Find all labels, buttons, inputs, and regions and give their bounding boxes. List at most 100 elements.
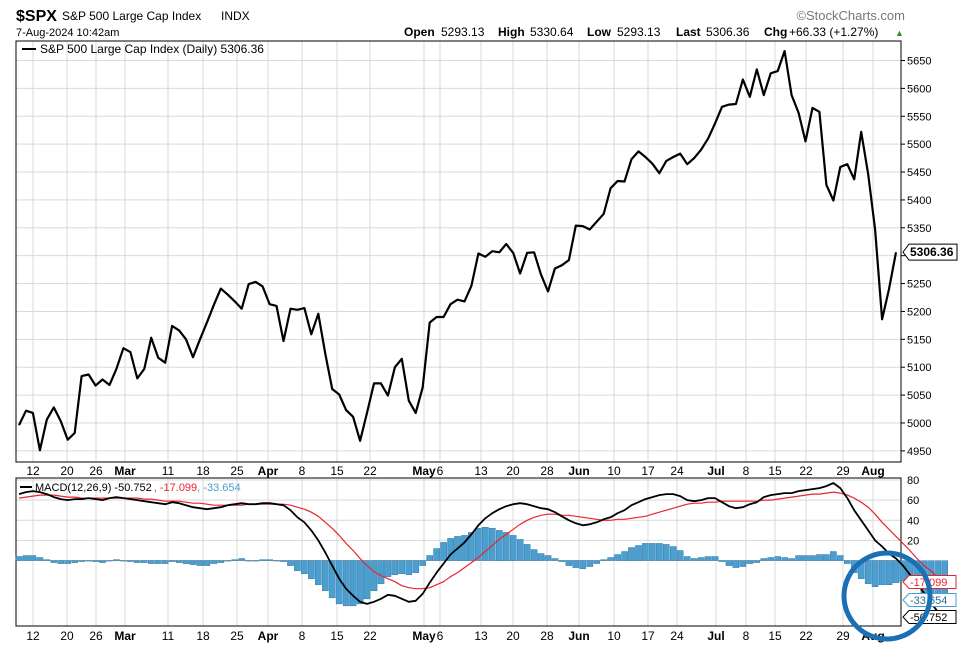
macd-xtick-label: 6 [437, 629, 444, 643]
histogram-bar [642, 543, 649, 561]
macd-panel-frame [15, 477, 902, 627]
histogram-bar [774, 556, 781, 561]
price-ytick-label: 5500 [907, 139, 931, 151]
histogram-bar [280, 560, 287, 562]
histogram-bar [391, 560, 399, 575]
histogram-bar [370, 560, 378, 591]
price-ytick-label: 4950 [907, 446, 931, 458]
histogram-bar [683, 556, 691, 561]
price-xtick-label: May [412, 464, 436, 478]
histogram-bar [885, 560, 893, 585]
histogram-bar [217, 560, 225, 563]
macd-x-axis: 12 20 26 Mar 11 18 25 Apr 8 15 22 May 6 13 20 28 Jun 10 17… [26, 629, 884, 643]
histogram-bar [50, 560, 58, 563]
histogram-bar [210, 560, 218, 564]
macd-ytick-label: 20 [907, 535, 919, 547]
histogram-bar [377, 560, 385, 584]
histogram-bar [788, 558, 795, 561]
price-xtick-label: 22 [363, 464, 377, 478]
histogram-bar [739, 560, 747, 567]
price-xtick-label: 11 [162, 464, 175, 478]
macd-ytick-label: 40 [907, 515, 919, 527]
histogram-bar [823, 554, 830, 561]
histogram-bar [544, 555, 552, 561]
histogram-bar [363, 560, 371, 600]
macd-legend-signal: , -17.099 [154, 482, 197, 494]
macd-xtick-label: 10 [607, 629, 621, 643]
macd-ytick-label: 80 [907, 475, 919, 487]
quote-bar: Open 5293.13 High 5330.64 Low 5293.13 La… [404, 25, 904, 39]
macd-xtick-label: 18 [196, 629, 210, 643]
exchange: INDX [221, 9, 250, 23]
histogram-bar [113, 559, 120, 561]
price-xtick-label: 24 [670, 464, 684, 478]
price-xtick-label: 29 [836, 464, 850, 478]
histogram-bar [732, 560, 740, 568]
price-xtick-label: Aug [861, 464, 884, 478]
macd-xtick-label: 28 [540, 629, 554, 643]
histogram-bar [120, 560, 127, 562]
price-ytick-label: 5250 [907, 279, 931, 291]
histogram-bar [384, 560, 392, 577]
histogram-bar [85, 560, 92, 562]
macd-xtick-label: 13 [474, 629, 488, 643]
price-xtick-label: Jun [568, 464, 589, 478]
histogram-bar [224, 560, 232, 562]
macd-xtick-label: 22 [799, 629, 813, 643]
histogram-bar [342, 560, 350, 607]
price-xtick-label: 22 [799, 464, 813, 478]
price-xtick-label: 10 [607, 464, 621, 478]
histogram-bar [809, 555, 816, 561]
histogram-bar [837, 555, 844, 561]
price-x-axis: 12 20 26 Mar 11 18 25 Apr 8 15 22 May 6 13 20 28 Jun 10 17… [26, 464, 884, 478]
histogram-bar [154, 560, 162, 564]
macd-legend-macd: -50.752 [114, 482, 151, 494]
macd-xtick-label: Apr [258, 629, 279, 643]
macd-xtick-label: 22 [363, 629, 377, 643]
histogram-bar [287, 560, 294, 566]
histogram-bar [322, 560, 329, 591]
price-ytick-label: 5600 [907, 83, 931, 95]
histogram-bar [127, 560, 134, 562]
macd-histogram [15, 527, 948, 607]
histogram-bar [475, 528, 482, 561]
price-ytick-label: 5650 [907, 56, 931, 68]
macd-legend-hist: , -33.654 [197, 482, 240, 494]
histogram-bar [628, 547, 635, 561]
histogram-bar [795, 555, 802, 561]
histogram-bar [690, 558, 698, 561]
price-xtick-label: 15 [768, 464, 782, 478]
histogram-bar [196, 560, 204, 566]
price-ytick-label: 5000 [907, 418, 931, 430]
price-xtick-label: 13 [474, 464, 488, 478]
histogram-bar [558, 560, 566, 562]
histogram-bar [238, 558, 246, 561]
macd-legend: MACD(12,26,9) -50.752, -17.099, -33.654 [20, 482, 241, 494]
histogram-bar [704, 556, 712, 561]
price-xtick-label: 17 [641, 464, 655, 478]
open-label: Open [404, 25, 435, 39]
histogram-bar [356, 560, 364, 605]
histogram-bar [29, 555, 37, 561]
macd-ytick-label: 60 [907, 495, 919, 507]
price-xtick-label: 6 [437, 464, 444, 478]
price-xtick-label: 18 [196, 464, 210, 478]
histogram-bar [614, 554, 621, 561]
price-xtick-label: 20 [60, 464, 74, 478]
macd-legend-prefix: MACD(12,26,9) [35, 482, 111, 494]
watermark: ©StockCharts.com [796, 8, 905, 23]
histogram-bar [301, 560, 308, 574]
histogram-bar [245, 560, 253, 562]
macd-legend-text: MACD(12,26,9) -50.752, -17.099, -33.654 [35, 482, 241, 494]
price-xtick-label: 26 [89, 464, 103, 478]
histogram-bar [767, 557, 774, 561]
macd-xtick-label: 20 [60, 629, 74, 643]
price-panel-frame [15, 40, 902, 463]
price-ytick-label: 5100 [907, 362, 931, 374]
histogram-bar [106, 560, 113, 562]
histogram-bar [175, 560, 183, 563]
histogram-bar [523, 544, 531, 561]
histogram-bar [22, 555, 30, 561]
chg-up-arrow-icon: ▲ [895, 28, 904, 38]
